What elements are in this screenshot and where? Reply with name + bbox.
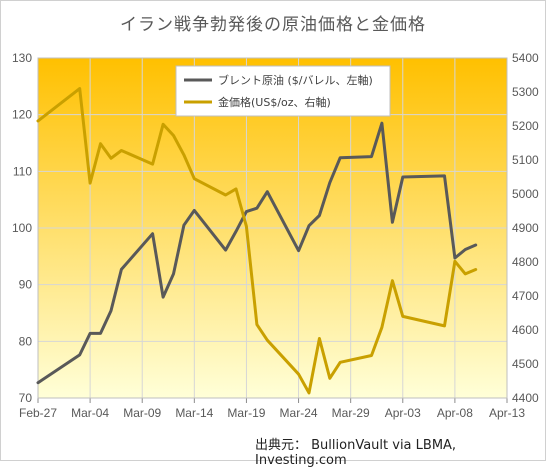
y-right-tick-label: 4700 [512, 289, 539, 303]
x-tick-label: Mar-14 [175, 406, 213, 420]
y-right-tick-label: 5000 [512, 187, 539, 201]
y-left-tick-label: 120 [12, 108, 32, 122]
legend-label-brent: ブレント原油 ($/バレル、左軸) [218, 73, 373, 87]
legend: ブレント原油 ($/バレル、左軸) 金価格(US$/oz、右軸) [175, 65, 391, 117]
x-tick-label: Mar-04 [71, 406, 109, 420]
y-left-tick-label: 80 [19, 334, 33, 348]
source-note: 出典元： BullionVault via LBMA, Investing.co… [255, 438, 457, 468]
y-right-tick-label: 5200 [512, 119, 539, 133]
x-tick-label: Mar-09 [123, 406, 161, 420]
series-line-brent [36, 121, 478, 385]
axes: 70 80 90 100 110 120 130 4400 4500 4600 4700 4800 49… [12, 51, 539, 420]
series-line-gold [36, 87, 478, 395]
y-right-tick-label: 5300 [512, 85, 539, 99]
y-right-tick-label: 4600 [512, 323, 539, 337]
x-tick-label: Apr-08 [437, 406, 473, 420]
y-left-tick-label: 70 [19, 391, 33, 405]
x-tick-label: Mar-29 [332, 406, 370, 420]
legend-label-gold: 金価格(US$/oz、右軸) [218, 95, 331, 109]
y-right-tick-label: 4900 [512, 221, 539, 235]
y-left-tick-label: 90 [19, 278, 33, 292]
x-tick-label: Apr-13 [489, 406, 525, 420]
y-right-tick-label: 5400 [512, 51, 539, 65]
y-right-tick-label: 4400 [512, 391, 539, 405]
series-lines [36, 87, 478, 395]
x-tick-label: Feb-27 [19, 406, 57, 420]
chart-title: イラン戦争勃発後の原油価格と金価格 [120, 15, 426, 35]
plot-border [37, 57, 508, 399]
y-right-tick-label: 4800 [512, 255, 539, 269]
x-tick-label: Mar-19 [227, 406, 265, 420]
y-left-tick-label: 130 [12, 51, 32, 65]
y-left-tick-label: 100 [12, 221, 32, 235]
y-right-tick-label: 5100 [512, 153, 539, 167]
y-left-tick-label: 110 [13, 164, 32, 178]
x-tick-label: Apr-03 [385, 406, 421, 420]
x-tick-label: Mar-24 [280, 406, 318, 420]
legend-box [175, 65, 391, 117]
y-right-tick-label: 4500 [512, 357, 539, 371]
